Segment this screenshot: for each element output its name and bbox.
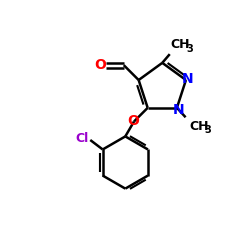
Text: 3: 3 xyxy=(186,44,193,54)
Text: Cl: Cl xyxy=(75,132,88,144)
Text: CH: CH xyxy=(170,38,190,52)
Text: O: O xyxy=(94,58,106,72)
Text: 3: 3 xyxy=(205,126,212,136)
Text: CH: CH xyxy=(189,120,208,133)
Text: O: O xyxy=(127,114,139,128)
Text: N: N xyxy=(182,72,194,86)
Text: N: N xyxy=(173,103,185,117)
